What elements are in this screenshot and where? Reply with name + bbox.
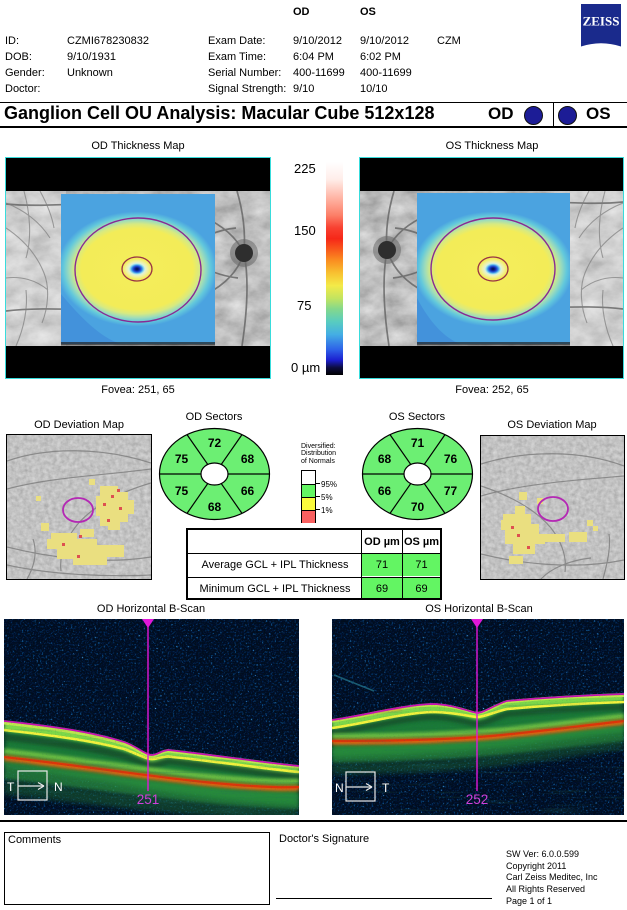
svg-text:68: 68	[241, 452, 255, 466]
svg-text:ZEISS: ZEISS	[583, 14, 620, 29]
svg-text:75: 75	[175, 484, 189, 498]
svg-text:T: T	[7, 780, 15, 794]
svg-text:68: 68	[208, 500, 222, 514]
svg-text:66: 66	[241, 484, 255, 498]
svg-text:76: 76	[444, 452, 458, 466]
svg-text:71: 71	[411, 436, 425, 450]
svg-text:T: T	[382, 781, 390, 795]
svg-text:77: 77	[444, 484, 458, 498]
svg-text:N: N	[335, 781, 344, 795]
svg-text:66: 66	[378, 484, 392, 498]
svg-text:N: N	[54, 780, 63, 794]
svg-text:75: 75	[175, 452, 189, 466]
svg-text:72: 72	[208, 436, 222, 450]
svg-text:252: 252	[466, 792, 489, 807]
svg-text:251: 251	[137, 792, 160, 807]
svg-text:68: 68	[378, 452, 392, 466]
svg-text:70: 70	[411, 500, 425, 514]
